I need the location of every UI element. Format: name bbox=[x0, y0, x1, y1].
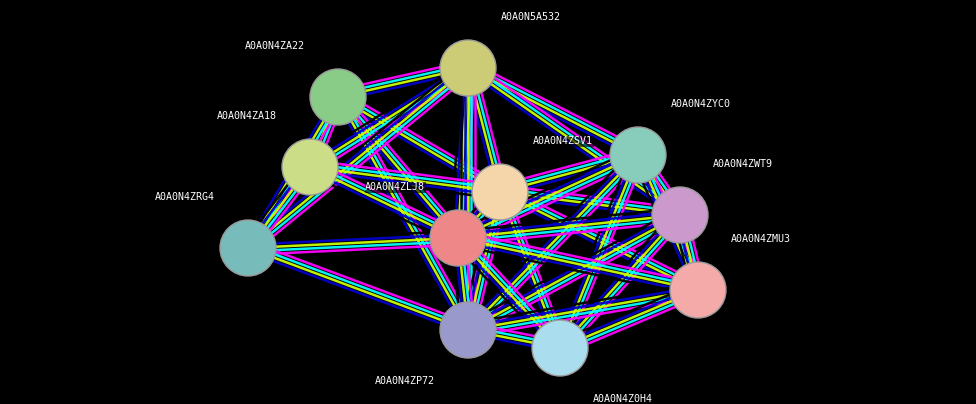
Circle shape bbox=[472, 164, 528, 220]
Circle shape bbox=[652, 187, 708, 243]
Text: A0A0N4ZRG4: A0A0N4ZRG4 bbox=[155, 192, 215, 202]
Circle shape bbox=[282, 139, 338, 195]
Text: A0A0N4ZYC0: A0A0N4ZYC0 bbox=[671, 99, 731, 109]
Circle shape bbox=[532, 320, 588, 376]
Text: A0A0N4Z0H4: A0A0N4Z0H4 bbox=[593, 394, 653, 404]
Text: A0A0N4ZA22: A0A0N4ZA22 bbox=[245, 41, 305, 51]
Circle shape bbox=[430, 210, 486, 266]
Circle shape bbox=[440, 40, 496, 96]
Text: A0A0N4ZP72: A0A0N4ZP72 bbox=[375, 376, 435, 386]
Text: A0A0N4ZWT9: A0A0N4ZWT9 bbox=[713, 159, 773, 169]
Text: A0A0N4ZMU3: A0A0N4ZMU3 bbox=[731, 234, 791, 244]
Text: A0A0N4ZLJ8: A0A0N4ZLJ8 bbox=[365, 182, 425, 192]
Circle shape bbox=[220, 220, 276, 276]
Circle shape bbox=[610, 127, 666, 183]
Circle shape bbox=[670, 262, 726, 318]
Circle shape bbox=[310, 69, 366, 125]
Text: A0A0N5A532: A0A0N5A532 bbox=[501, 12, 561, 22]
Text: A0A0N4ZA18: A0A0N4ZA18 bbox=[217, 111, 277, 121]
Text: A0A0N4ZSV1: A0A0N4ZSV1 bbox=[533, 136, 593, 146]
Circle shape bbox=[440, 302, 496, 358]
